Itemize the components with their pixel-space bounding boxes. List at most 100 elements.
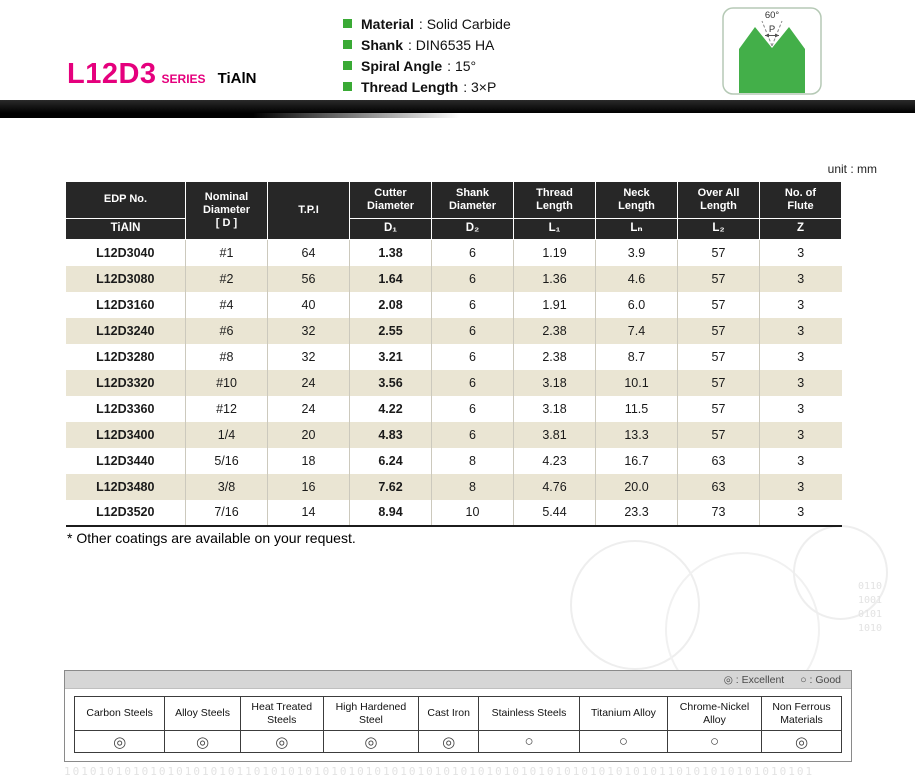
spec-value-cell: 8 (431, 447, 514, 474)
spec-table-row: L12D3320 #10 24 3.56 6 3.18 10.1 57 3 (65, 369, 842, 396)
spec-value-cell: 4.76 (513, 473, 596, 500)
material-rating-cell: ◎ (164, 730, 241, 753)
spec-value-cell: 6 (431, 343, 514, 370)
spec-value-cell: #6 (185, 317, 268, 344)
spec-value-cell: 57 (677, 421, 760, 448)
spec-value-cell: #10 (185, 369, 268, 396)
spec-value-cell: 24 (267, 395, 350, 422)
spec-value-cell: 40 (267, 291, 350, 318)
spec-table-row: L12D3480 3/8 16 7.62 8 4.76 20.0 63 3 (65, 473, 842, 500)
pitch-label: P (769, 24, 775, 35)
edp-no-cell: L12D3360 (96, 401, 155, 416)
edp-no-cell: L12D3440 (96, 453, 155, 468)
materials-header-row: Carbon Steels Alloy Steels Heat Treated St… (73, 696, 843, 731)
spec-value-cell: 4.6 (595, 265, 678, 292)
col-header-thread-length: Thread Length (513, 181, 596, 219)
decor-binary-row: 1010101010101010101011010101010101010101… (64, 765, 815, 778)
spec-value-cell: 3 (759, 239, 842, 266)
materials-box: ◎ : Excellent ○ : Good Carbon Steels Allo… (64, 670, 852, 762)
unit-label: unit : mm (827, 162, 877, 176)
subheader-d1: D₁ (349, 218, 432, 240)
spec-value-cell: 73 (677, 499, 760, 527)
spec-value-cell: 20.0 (595, 473, 678, 500)
material-name-cell: Stainless Steels (478, 696, 580, 731)
material-name-cell: Heat Treated Steels (239, 696, 324, 731)
spec-value-cell: 3 (759, 343, 842, 370)
material-rating-cell: ◎ (73, 730, 166, 753)
material-name-cell: Titanium Alloy (578, 696, 669, 731)
spec-value: : Solid Carbide (418, 15, 511, 32)
spec-table-header-row-2: TiAlN D₁ D₂ L₁ Lₙ L₂ Z (65, 218, 842, 240)
spec-item-shank: Shank : DIN6535 HA (343, 34, 511, 55)
subheader-d2: D₂ (431, 218, 514, 240)
subheader-l2: L₂ (677, 218, 760, 240)
spec-value-cell: 6 (431, 265, 514, 292)
spec-table-row: L12D3360 #12 24 4.22 6 3.18 11.5 57 3 (66, 395, 842, 422)
spec-value-cell: 1.36 (513, 265, 596, 292)
spec-value-cell: 57 (677, 369, 760, 396)
material-name-cell: Non Ferrous Materials (760, 696, 843, 731)
col-header-neck-length: Neck Length (595, 181, 678, 219)
spec-value-cell: 3 (759, 447, 842, 474)
spec-table-row: L12D3400 1/4 20 4.83 6 3.81 13.3 57 3 (65, 421, 842, 448)
spec-value-cell: 2.38 (513, 343, 596, 370)
spec-item-material: Material : Solid Carbide (343, 13, 511, 34)
spec-value-cell: 4.83 (349, 421, 432, 448)
spec-value-cell: 20 (267, 421, 350, 448)
col-header-no-of-flute: No. of Flute (759, 181, 842, 219)
bullet-square-icon (343, 61, 352, 70)
spec-value-cell: 3.21 (349, 343, 432, 370)
materials-table: Carbon Steels Alloy Steels Heat Treated St… (73, 696, 843, 753)
tool-tip-diagram-svg: 60° P (722, 7, 822, 95)
edp-no-cell: L12D3240 (96, 323, 155, 338)
spec-value-cell: 7.62 (349, 473, 432, 500)
spec-table-row: L12D3040 #1 64 1.38 6 1.19 3.9 57 3 (66, 239, 842, 266)
spec-value-cell: 11.5 (595, 395, 678, 422)
spec-table-row: L12D3240 #6 32 2.55 6 2.38 7.4 57 3 (65, 317, 842, 344)
series-code: L12D3 (67, 58, 157, 90)
spec-value-cell: 2.08 (349, 291, 432, 318)
header-divider-bar (0, 100, 915, 113)
material-name-cell: Carbon Steels (73, 696, 166, 731)
spec-value-cell: 32 (267, 317, 350, 344)
decor-binary-side: 0110 1001 0101 1010 (858, 581, 883, 634)
spec-value-cell: 63 (677, 447, 760, 474)
material-rating-cell: ◎ (760, 730, 843, 753)
spec-value-cell: #4 (185, 291, 268, 318)
spec-value-cell: 1.38 (349, 239, 432, 266)
col-header-overall-length: Over All Length (677, 181, 760, 219)
spec-value: : 15° (447, 57, 477, 74)
edp-no-cell: L12D3400 (96, 427, 155, 442)
spec-value-cell: 16 (267, 473, 350, 500)
spec-value-cell: 5.44 (513, 499, 596, 527)
spec-value: : 3×P (463, 78, 497, 95)
spec-value-cell: 63 (677, 473, 760, 500)
spec-value-cell: #12 (185, 395, 268, 422)
spec-item-thread-length: Thread Length : 3×P (343, 76, 511, 97)
rating-legend: ◎ : Excellent ○ : Good (65, 671, 851, 689)
col-header-nominal-diameter: Nominal Diameter [ D ] (185, 181, 268, 240)
spec-value-cell: 6.0 (595, 291, 678, 318)
spec-value-cell: #8 (185, 343, 268, 370)
spec-table-body: L12D3040 #1 64 1.38 6 1.19 3.9 57 3 L12D3080 #2 56 1… (65, 239, 842, 527)
spec-value-cell: 24 (267, 369, 350, 396)
spec-value-cell: 57 (677, 291, 760, 318)
edp-no-cell: L12D3280 (96, 349, 155, 364)
spec-value-cell: 6.24 (349, 447, 432, 474)
spec-value-cell: 2.38 (513, 317, 596, 344)
material-rating-cell: ○ (667, 730, 762, 753)
spec-value-cell: 8.94 (349, 499, 432, 527)
spec-value-cell: 3 (759, 317, 842, 344)
spec-value: : DIN6535 HA (408, 36, 495, 53)
spec-label: Shank (361, 36, 404, 53)
spec-value-cell: 3.18 (513, 395, 596, 422)
header-divider-bar-accent (0, 113, 460, 118)
spec-table-row: L12D3080 #2 56 1.64 6 1.36 4.6 57 3 (65, 265, 842, 292)
spec-value-cell: 2.55 (349, 317, 432, 344)
spec-value-cell: 4.22 (349, 395, 432, 422)
bullet-square-icon (343, 82, 352, 91)
edp-no-cell: L12D3320 (96, 375, 155, 390)
col-header-cutter-diameter: Cutter Diameter (349, 181, 432, 219)
spec-value-cell: 18 (267, 447, 350, 474)
